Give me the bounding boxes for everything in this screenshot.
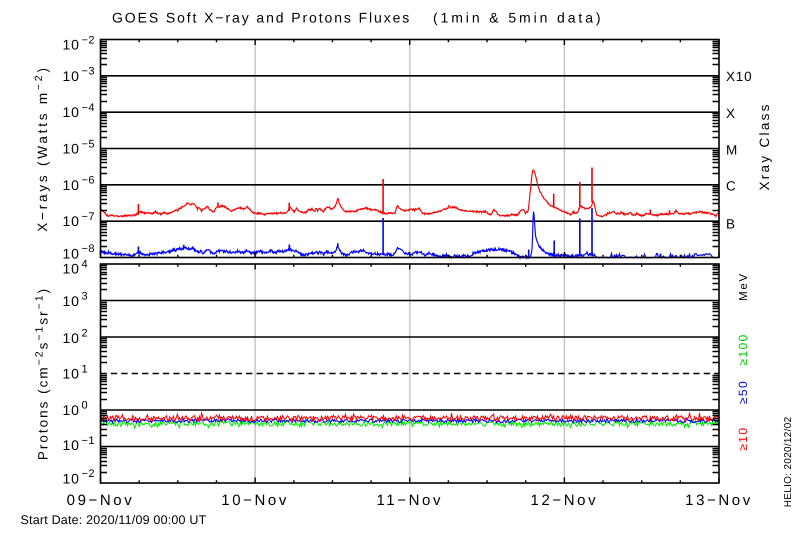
svg-text:≥10: ≥10 xyxy=(736,427,750,451)
svg-text:10: 10 xyxy=(63,104,80,120)
svg-text:−6: −6 xyxy=(82,175,95,187)
svg-text:10: 10 xyxy=(63,293,80,309)
svg-text:X−rays (Watts m−2): X−rays (Watts m−2) xyxy=(33,65,50,232)
svg-text:−1: −1 xyxy=(82,435,95,447)
svg-text:10: 10 xyxy=(63,470,80,486)
svg-text:GOES Soft X−ray and Protons Fl: GOES Soft X−ray and Protons Fluxes xyxy=(112,10,411,26)
svg-text:HELIO: 2020/12/02: HELIO: 2020/12/02 xyxy=(783,416,794,507)
svg-text:−4: −4 xyxy=(82,102,95,114)
svg-text:3: 3 xyxy=(82,291,89,303)
svg-text:(1min & 5min data): (1min & 5min data) xyxy=(433,10,603,26)
svg-text:B: B xyxy=(726,216,736,231)
svg-text:−7: −7 xyxy=(82,211,95,223)
svg-text:10: 10 xyxy=(63,37,80,53)
svg-text:10: 10 xyxy=(63,437,80,453)
svg-text:MeV: MeV xyxy=(738,272,750,301)
svg-text:1: 1 xyxy=(82,363,89,375)
svg-text:Start Date: 2020/11/09 00:00 U: Start Date: 2020/11/09 00:00 UT xyxy=(21,513,207,527)
svg-text:10: 10 xyxy=(63,68,80,84)
svg-text:C: C xyxy=(726,179,737,194)
svg-text:11−Nov: 11−Nov xyxy=(376,492,443,509)
svg-text:10: 10 xyxy=(63,402,80,418)
svg-text:13−Nov: 13−Nov xyxy=(685,492,753,509)
svg-text:10: 10 xyxy=(63,366,80,382)
svg-text:2: 2 xyxy=(82,328,89,340)
svg-text:10: 10 xyxy=(63,177,80,193)
svg-text:X: X xyxy=(726,106,736,121)
svg-text:0: 0 xyxy=(82,400,89,412)
svg-text:12−Nov: 12−Nov xyxy=(531,492,599,509)
svg-text:10: 10 xyxy=(63,261,80,277)
svg-text:4: 4 xyxy=(82,259,89,271)
svg-text:X10: X10 xyxy=(726,69,752,84)
svg-text:10: 10 xyxy=(63,213,80,229)
svg-text:≥100: ≥100 xyxy=(736,333,750,365)
svg-text:≥50: ≥50 xyxy=(736,380,750,404)
svg-text:10−Nov: 10−Nov xyxy=(221,492,289,509)
svg-text:−5: −5 xyxy=(82,138,95,150)
svg-text:−8: −8 xyxy=(82,243,95,255)
svg-text:09−Nov: 09−Nov xyxy=(67,492,135,509)
svg-text:−2: −2 xyxy=(82,468,95,480)
svg-text:Protons (cm−2s−1sr−1): Protons (cm−2s−1sr−1) xyxy=(34,287,51,460)
svg-text:−3: −3 xyxy=(82,66,95,78)
svg-text:Xray Class: Xray Class xyxy=(757,102,772,190)
svg-text:10: 10 xyxy=(63,330,80,346)
svg-text:−2: −2 xyxy=(82,34,95,46)
svg-text:M: M xyxy=(726,142,738,157)
svg-text:10: 10 xyxy=(63,141,80,157)
svg-text:10: 10 xyxy=(63,245,80,261)
